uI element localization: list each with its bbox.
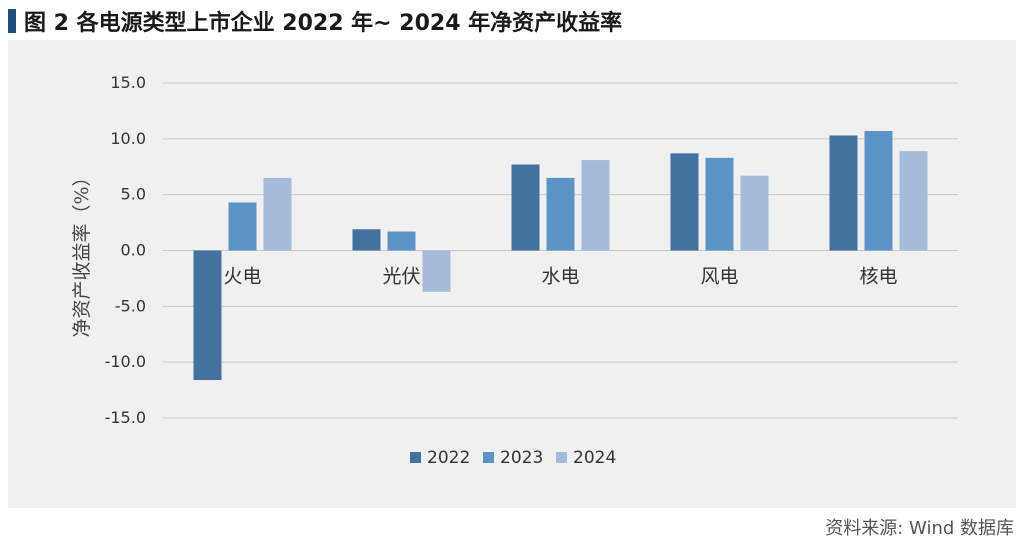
legend-swatch-2024 bbox=[556, 452, 567, 463]
y-tick-label: 5.0 bbox=[121, 185, 146, 204]
y-tick-label: 15.0 bbox=[110, 73, 146, 92]
bar-2024-风电 bbox=[740, 175, 769, 251]
bar-2023-风电 bbox=[705, 157, 734, 251]
y-tick-label: 10.0 bbox=[110, 129, 146, 148]
bar-2024-光伏 bbox=[422, 250, 451, 292]
source-note: 资料来源: Wind 数据库 bbox=[825, 518, 1014, 539]
category-label: 水电 bbox=[541, 266, 579, 288]
bar-2022-水电 bbox=[511, 164, 540, 251]
chart-panel: 15.0 10.0 5.0 0.0 -5.0 -10.0 -15.0 火电 光伏 水电 风电 核电 … bbox=[8, 40, 1016, 508]
bar-2024-火电 bbox=[263, 177, 292, 251]
bar-2022-光伏 bbox=[352, 229, 381, 251]
bar-2024-核电 bbox=[899, 151, 928, 251]
title-marker bbox=[8, 9, 16, 33]
category-labels: 火电 光伏 水电 风电 核电 bbox=[223, 266, 897, 288]
bar-2023-火电 bbox=[228, 202, 257, 251]
legend-label-2022: 2022 bbox=[427, 448, 470, 468]
bar-2024-水电 bbox=[581, 160, 610, 251]
y-axis-label: 净资产收益率（%） bbox=[71, 167, 93, 337]
bars bbox=[193, 131, 928, 381]
category-label: 风电 bbox=[700, 266, 738, 288]
legend-label-2024: 2024 bbox=[573, 448, 616, 468]
y-tick-label: 0.0 bbox=[121, 241, 146, 260]
figure-title: 图 2 各电源类型上市企业 2022 年~ 2024 年净资产收益率 bbox=[24, 11, 623, 36]
category-label: 火电 bbox=[223, 266, 261, 288]
y-tick-labels: 15.0 10.0 5.0 0.0 -5.0 -10.0 -15.0 bbox=[105, 73, 146, 427]
y-tick-label: -5.0 bbox=[115, 296, 146, 315]
bar-2022-火电 bbox=[193, 250, 222, 381]
bar-2023-光伏 bbox=[387, 231, 416, 251]
legend-label-2023: 2023 bbox=[500, 448, 543, 468]
category-label: 核电 bbox=[859, 266, 897, 288]
y-tick-label: -15.0 bbox=[105, 408, 146, 427]
bar-2023-水电 bbox=[546, 177, 575, 251]
figure-header: 图 2 各电源类型上市企业 2022 年~ 2024 年净资产收益率 bbox=[8, 4, 622, 38]
legend-swatch-2023 bbox=[483, 452, 494, 463]
y-tick-label: -10.0 bbox=[105, 352, 146, 371]
bar-2023-核电 bbox=[864, 131, 893, 251]
legend-swatch-2022 bbox=[410, 452, 421, 463]
bar-2022-核电 bbox=[829, 135, 858, 251]
category-label: 光伏 bbox=[382, 266, 420, 288]
legend: 2022 2023 2024 bbox=[410, 448, 616, 468]
bar-chart: 15.010.05.00.0-5.0-10.0-15.0 火电 光伏 水电 风电 核电 … bbox=[71, 73, 958, 468]
bar-2022-风电 bbox=[670, 153, 699, 251]
